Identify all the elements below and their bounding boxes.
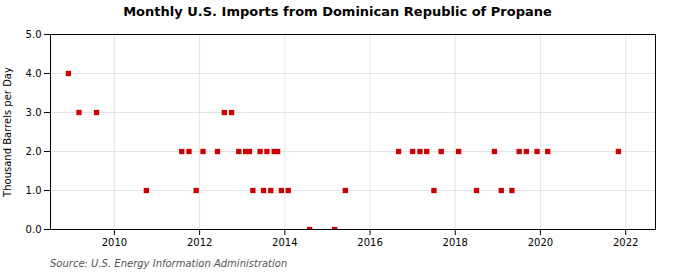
svg-text:2010: 2010 bbox=[102, 237, 127, 248]
svg-text:2018: 2018 bbox=[443, 237, 468, 248]
svg-text:1.0: 1.0 bbox=[26, 185, 42, 196]
svg-text:2022: 2022 bbox=[613, 237, 638, 248]
svg-text:2014: 2014 bbox=[272, 237, 297, 248]
svg-text:2012: 2012 bbox=[187, 237, 212, 248]
svg-text:0.0: 0.0 bbox=[26, 224, 42, 235]
svg-text:Thousand Barrels per Day: Thousand Barrels per Day bbox=[2, 67, 13, 198]
html-text:Monthly U.S. Imports from Domi: Monthly U.S. Imports from Dominican Repu… bbox=[123, 4, 552, 19]
html-text:Source: U.S. Energy Informatio: Source: U.S. Energy Information Administ… bbox=[50, 258, 288, 269]
svg-text:2016: 2016 bbox=[357, 237, 382, 248]
svg-text:2.0: 2.0 bbox=[26, 146, 42, 157]
svg-text:5.0: 5.0 bbox=[26, 29, 42, 40]
svg-text:4.0: 4.0 bbox=[26, 68, 42, 79]
svg-text:3.0: 3.0 bbox=[26, 107, 42, 118]
svg-text:2020: 2020 bbox=[528, 237, 553, 248]
